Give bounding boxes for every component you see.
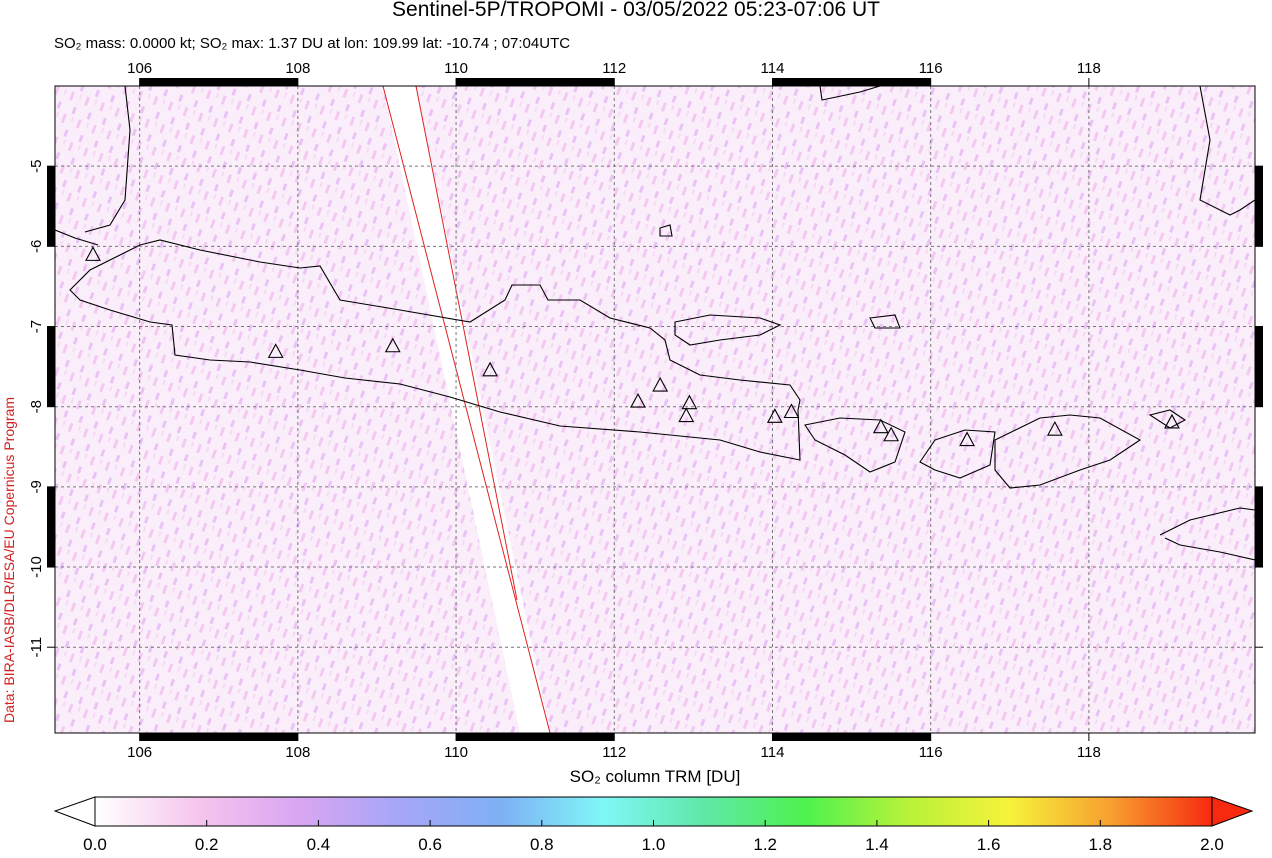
map-area <box>55 86 1255 733</box>
volcano <box>1164 413 1180 429</box>
coastline <box>804 417 906 473</box>
coastline <box>1148 409 1187 429</box>
frame-band <box>1255 486 1263 568</box>
title: Sentinel-5P/TROPOMI - 03/05/2022 05:23-0… <box>392 0 880 21</box>
frame-band <box>1255 326 1263 407</box>
coastline <box>819 86 1255 216</box>
volcano <box>85 246 101 261</box>
x-tick-label: 108 <box>285 60 310 77</box>
colorbar-tick-label: 0.8 <box>530 835 554 853</box>
volcano <box>872 418 889 434</box>
coastline <box>674 314 782 346</box>
x-tick-label: 118 <box>1077 60 1101 77</box>
volcano <box>681 394 698 410</box>
colorbar-tick-label: 2.0 <box>1200 835 1224 853</box>
colorbar-under <box>53 796 96 827</box>
x-tick-label: 114 <box>761 744 785 761</box>
swath-edge <box>382 86 551 733</box>
x-tick-label: 118 <box>1077 744 1101 761</box>
y-tick-label: -6 <box>28 240 45 253</box>
frame-band <box>1255 166 1263 247</box>
x-tick-label: 112 <box>602 60 626 77</box>
volcano <box>482 361 498 377</box>
x-tick-label: 114 <box>761 60 785 77</box>
frame-band <box>47 166 55 247</box>
colorbar-tick-label: 1.4 <box>865 835 889 853</box>
frame-band <box>456 733 615 741</box>
frame-band <box>772 78 931 86</box>
volcano <box>959 431 975 447</box>
colorbar-tick-label: 1.2 <box>753 835 777 853</box>
frame-band <box>456 78 615 86</box>
volcano <box>630 392 646 408</box>
y-tick-label: -9 <box>28 480 45 493</box>
y-tick-label: -8 <box>28 400 45 413</box>
volcano <box>678 407 695 423</box>
side-label: Data: BIRA-IASB/DLR/ESA/EU Copernicus Pr… <box>1 397 17 723</box>
colorbar-tick-label: 1.8 <box>1088 835 1112 853</box>
x-tick-label: 116 <box>919 60 943 77</box>
coastline <box>919 429 996 479</box>
x-tick-label: 116 <box>919 744 943 761</box>
volcano <box>883 426 900 442</box>
colorbar-label: SO₂ column TRM [DU] <box>570 767 741 786</box>
frame-band <box>772 733 931 741</box>
colorbar-tick-label: 0.6 <box>418 835 442 853</box>
colorbar-tick-label: 1.6 <box>977 835 1001 853</box>
frame-band <box>139 78 298 86</box>
coastline <box>55 86 131 246</box>
frame-band <box>47 326 55 407</box>
frame-band <box>139 733 298 741</box>
coastline <box>1159 507 1255 561</box>
y-tick-label: -11 <box>28 637 45 658</box>
swath-edge <box>415 86 518 601</box>
map-frame <box>54 85 1256 734</box>
volcano <box>384 337 401 353</box>
colorbar-tick-label: 0.4 <box>307 835 331 853</box>
frame-band <box>47 486 55 568</box>
x-tick-label: 106 <box>127 60 152 77</box>
subtitle: SO₂ mass: 0.0000 kt; SO₂ max: 1.37 DU at… <box>54 35 570 52</box>
colorbar-tick-label: 0.2 <box>195 835 219 853</box>
volcano <box>1046 420 1063 436</box>
colorbar-over <box>1211 796 1254 827</box>
x-tick-label: 110 <box>444 744 468 761</box>
colorbar-tick-label: 0.0 <box>83 835 107 853</box>
volcano <box>652 376 669 392</box>
colorbar-tick-label: 1.0 <box>642 835 666 853</box>
coastline <box>69 239 801 461</box>
coastline <box>659 224 901 329</box>
x-tick-label: 108 <box>285 744 310 761</box>
volcano <box>267 343 284 358</box>
y-tick-label: -5 <box>28 160 45 173</box>
so2-field <box>55 86 1255 733</box>
volcano <box>766 408 783 423</box>
x-tick-label: 112 <box>602 744 626 761</box>
y-tick-label: -7 <box>28 320 45 333</box>
x-tick-label: 106 <box>127 744 152 761</box>
x-tick-label: 110 <box>444 60 468 77</box>
coastline <box>994 414 1142 489</box>
volcano <box>783 403 800 419</box>
y-tick-label: -10 <box>28 556 45 578</box>
